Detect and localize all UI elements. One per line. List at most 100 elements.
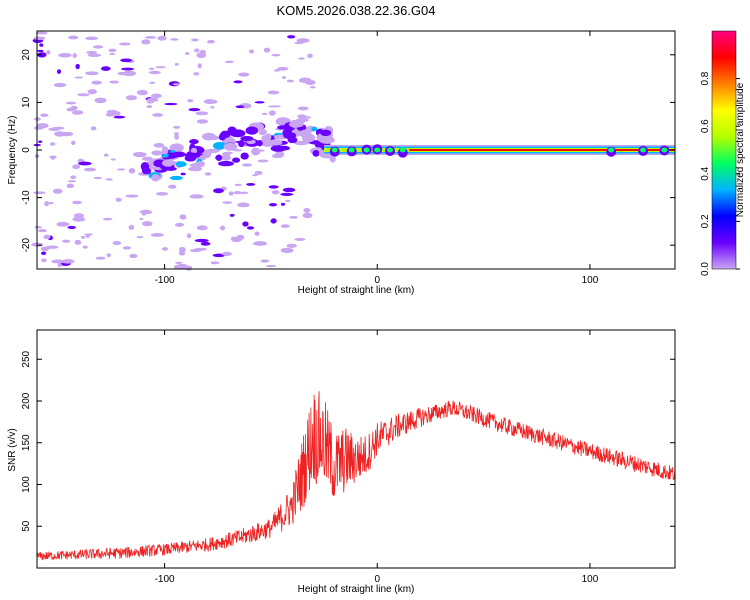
heatmap-blob [35, 31, 48, 35]
heatmap-blob [66, 183, 75, 189]
snr-x-label: Height of straight line (km) [298, 584, 415, 595]
heatmap-blob [149, 81, 156, 85]
heatmap-blob [212, 141, 227, 150]
heatmap-blob [58, 52, 72, 58]
heatmap-blob [241, 163, 253, 167]
heatmap-blob [43, 234, 51, 240]
heatmap-blob [311, 126, 318, 132]
x-tick-label: 0 [374, 275, 380, 286]
colorbar-ticks: 0.0 0.2 0.4 0.6 0.8 [700, 71, 740, 276]
heatmap-blob [169, 143, 184, 153]
heatmap-blob [67, 180, 77, 183]
heatmap-blob [196, 119, 209, 124]
y-tick-label: 10 [21, 96, 32, 108]
heatmap-blob [72, 216, 86, 222]
heatmap-blob [186, 233, 192, 239]
heatmap-blob [62, 239, 71, 243]
heatmap-blob [297, 114, 307, 119]
heatmap-blob [233, 80, 243, 84]
heatmap-blob [173, 125, 181, 129]
heatmap-blob [190, 147, 198, 154]
heatmap-blob [223, 142, 238, 151]
x-tick-label: 0 [374, 574, 380, 585]
heatmap-blob [237, 202, 250, 208]
heatmap-blob [263, 47, 271, 53]
heatmap-blob [207, 39, 215, 44]
heatmap-blob [68, 35, 79, 40]
heatmap-blob [267, 90, 280, 95]
heatmap-blob [136, 89, 148, 96]
heatmap-blob [261, 112, 268, 116]
heatmap-blob [248, 49, 255, 54]
carrier-blob-core [374, 147, 381, 153]
heatmap-blob [57, 262, 62, 268]
heatmap-blob [85, 71, 99, 76]
heatmap-blob [235, 105, 245, 109]
heatmap-blob [210, 261, 220, 265]
colorbar-tick-label: 0.2 [700, 214, 711, 228]
heatmap-blob [256, 140, 263, 147]
heatmap-blob [41, 251, 47, 256]
colorbar-tick-label: 0.4 [700, 166, 711, 180]
heatmap-blob [282, 128, 293, 138]
heatmap-blob [188, 166, 203, 172]
heatmap-blob [180, 172, 186, 176]
heatmap-blob [70, 175, 77, 180]
heatmap-x-axis: -100 0 100 [155, 31, 599, 286]
heatmap-blob [151, 174, 160, 182]
heatmap-blob [37, 229, 47, 233]
heatmap-blob [271, 53, 281, 57]
heatmap-blob [53, 82, 67, 88]
heatmap-blob [213, 188, 224, 194]
heatmap-blob [210, 106, 215, 109]
heatmap-blob [174, 132, 179, 136]
heatmap-blob [238, 72, 250, 77]
heatmap-blob [218, 133, 226, 141]
heatmap-blob [246, 226, 255, 230]
heatmap-blob [125, 95, 138, 101]
heatmap-blob [173, 264, 188, 270]
heatmap-blob [33, 36, 46, 40]
heatmap-blob [71, 140, 76, 146]
heatmap-blob [93, 176, 103, 180]
heatmap-blob [169, 175, 183, 181]
carrier-blob-core [387, 147, 394, 153]
heatmap-blob [81, 235, 86, 239]
colorbar-tick-label: 0.6 [700, 119, 711, 133]
heatmap-blob [196, 52, 207, 59]
heatmap-marks [31, 31, 675, 271]
heatmap-blob [164, 102, 178, 106]
heatmap-blob [84, 233, 93, 236]
colorbar: 0.0 0.2 0.4 0.6 0.8 Normalized spectral ampl… [700, 30, 746, 276]
heatmap-blob [75, 63, 80, 70]
carrier-blob-core [640, 147, 647, 153]
heatmap-blob [234, 183, 242, 187]
heatmap-blob [254, 231, 260, 236]
heatmap-blob [148, 67, 155, 70]
snr-panel: -100 0 100 50 100 150 200 250 Height of straig… [7, 329, 676, 595]
heatmap-blob [38, 140, 43, 143]
heatmap-blob [230, 236, 236, 241]
heatmap-blob [73, 213, 85, 219]
heatmap-blob [115, 197, 122, 202]
heatmap-blob [170, 38, 179, 41]
heatmap-blob [144, 36, 157, 39]
heatmap-blob [294, 41, 304, 45]
y-tick-label: 0 [21, 147, 32, 153]
heatmap-blob [268, 203, 278, 207]
heatmap-blob [309, 85, 316, 89]
heatmap-blob [83, 167, 96, 172]
heatmap-blob [232, 157, 241, 163]
heatmap-blob [162, 247, 169, 251]
heatmap-blob [46, 245, 59, 249]
heatmap-blob [196, 225, 208, 231]
heatmap-blob [74, 76, 84, 79]
heatmap-blob [172, 151, 186, 158]
heatmap-blob [150, 93, 162, 99]
heatmap-blob [109, 110, 121, 116]
heatmap-blob [302, 212, 313, 219]
heatmap-blob [194, 48, 200, 53]
heatmap-blob [128, 168, 136, 174]
heatmap-blob [113, 115, 126, 119]
heatmap-x-label: Height of straight line (km) [298, 285, 415, 296]
